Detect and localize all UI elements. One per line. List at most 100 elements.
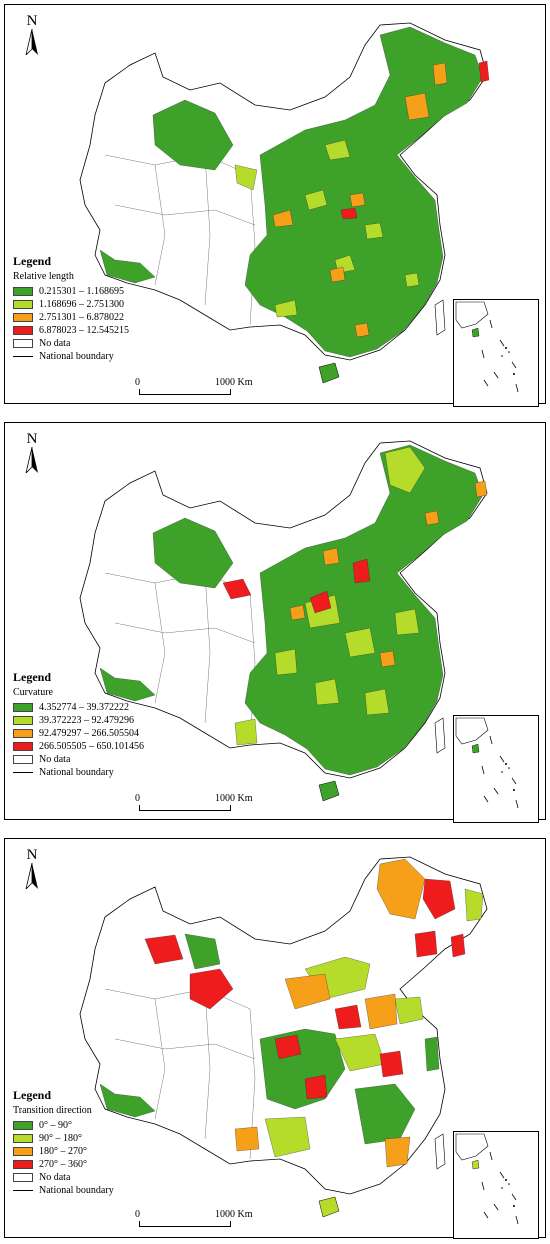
legend-item: 266.505505 – 650.101456 [13, 740, 144, 753]
hainan-island [318, 1196, 340, 1218]
class-region-lightgreen [234, 446, 426, 746]
legend-swatch-boundary [13, 1190, 33, 1191]
legend-item: 0° – 90° [13, 1119, 114, 1132]
china-map-curvature [79, 440, 488, 802]
north-arrow: N [19, 13, 45, 55]
legend-swatch-lightgreen [13, 300, 33, 309]
class-region-red [340, 60, 490, 220]
map-panel-relative-length: N Legend Relative length 0.215301 – 1.16… [4, 4, 546, 407]
legend: Legend Transition direction 0° – 90° 90°… [13, 1089, 114, 1197]
china-map-relative-length [79, 22, 490, 384]
province-lines [104, 988, 256, 1160]
legend-swatch-boundary [13, 356, 33, 357]
legend-swatch-red [13, 742, 33, 751]
legend-title: Legend [13, 670, 52, 684]
legend-variable: Transition direction [13, 1105, 92, 1116]
legend-item: 92.479297 – 266.505504 [13, 727, 144, 740]
legend-item: 270° – 360° [13, 1158, 114, 1171]
legend-swatch-green [13, 703, 33, 712]
scale-end-label: 1000 Km [215, 377, 253, 388]
legend-label: 270° – 360° [39, 1159, 87, 1170]
class-region-red [222, 558, 371, 614]
legend-label: National boundary [39, 767, 114, 778]
legend-swatch-lightgreen [13, 716, 33, 725]
legend-title: Legend [13, 254, 52, 268]
legend-label: 39.372223 – 92.479296 [39, 715, 134, 726]
scale-bar-line [139, 389, 231, 395]
map-panel-curvature: N Legend Curvature 4.352774 – 39.372222 … [4, 422, 546, 823]
class-region-orange [289, 480, 488, 668]
legend-label: No data [39, 338, 71, 349]
legend-variable: Relative length [13, 271, 74, 282]
north-label: N [26, 431, 38, 447]
inset-map [455, 1133, 519, 1225]
legend-item: 90° – 180° [13, 1132, 114, 1145]
legend-item: 6.878023 – 12.545215 [13, 324, 129, 337]
legend-swatch-red [13, 1160, 33, 1169]
legend-swatch-orange [13, 1147, 33, 1156]
taiwan-island [434, 1133, 446, 1170]
south-china-sea-inset [453, 299, 539, 407]
hainan-island [318, 362, 340, 384]
class-region-lightgreen [234, 139, 420, 318]
legend-item: National boundary [13, 1184, 114, 1197]
map-panel-transition-direction: N Legend Transition direction 0° – 90° 9… [4, 838, 546, 1239]
legend-label: 6.878023 – 12.545215 [39, 325, 129, 336]
legend-label: 90° – 180° [39, 1133, 82, 1144]
legend: Legend Relative length 0.215301 – 1.1686… [13, 255, 129, 363]
legend-label: National boundary [39, 351, 114, 362]
legend-item: 4.352774 – 39.372222 [13, 701, 144, 714]
legend-swatch-nodata [13, 339, 33, 348]
china-map-transition-direction [79, 856, 488, 1218]
legend-label: 0° – 90° [39, 1120, 72, 1131]
legend-label: National boundary [39, 1185, 114, 1196]
legend-label: 180° – 270° [39, 1146, 87, 1157]
legend-swatch-nodata [13, 1173, 33, 1182]
class-region-orange [272, 62, 448, 338]
north-arrow: N [19, 431, 45, 473]
legend-item: No data [13, 753, 144, 766]
legend-swatch-boundary [13, 772, 33, 773]
south-china-sea-inset [453, 1131, 539, 1239]
north-label: N [26, 13, 38, 29]
legend-label: 92.479297 – 266.505504 [39, 728, 139, 739]
legend-swatch-orange [13, 313, 33, 322]
north-label: N [26, 847, 38, 863]
legend-item: National boundary [13, 766, 144, 779]
north-arrow-icon [25, 29, 38, 55]
legend-label: No data [39, 1172, 71, 1183]
legend-item: 2.751301 – 6.878022 [13, 311, 129, 324]
scale-start-label: 0 [135, 1209, 140, 1220]
legend-variable: Curvature [13, 687, 53, 698]
scale-start-label: 0 [135, 377, 140, 388]
legend-item: 180° – 270° [13, 1145, 114, 1158]
scale-end-label: 1000 Km [215, 793, 253, 804]
north-arrow-icon [25, 447, 38, 473]
class-region-red [144, 878, 466, 1100]
legend-item: 0.215301 – 1.168695 [13, 285, 129, 298]
inset-map [455, 717, 519, 809]
taiwan-island [434, 717, 446, 754]
legend-label: 4.352774 – 39.372222 [39, 702, 129, 713]
scale-bar-line [139, 1221, 231, 1227]
taiwan-island [434, 299, 446, 336]
legend-swatch-lightgreen [13, 1134, 33, 1143]
legend-label: 0.215301 – 1.168695 [39, 286, 124, 297]
legend-title: Legend [13, 1088, 52, 1102]
legend-swatch-nodata [13, 755, 33, 764]
legend-item: No data [13, 1171, 114, 1184]
legend-swatch-orange [13, 729, 33, 738]
legend-swatch-green [13, 287, 33, 296]
legend-label: 1.168696 – 2.751300 [39, 299, 124, 310]
legend-item: National boundary [13, 350, 129, 363]
class-region-green [99, 444, 484, 776]
scale-end-label: 1000 Km [215, 1209, 253, 1220]
legend-label: No data [39, 754, 71, 765]
hainan-island [318, 780, 340, 802]
legend-label: 2.751301 – 6.878022 [39, 312, 124, 323]
scale-bar-line [139, 805, 231, 811]
legend-item: No data [13, 337, 129, 350]
class-region-lightgreen [264, 888, 484, 1158]
legend-swatch-red [13, 326, 33, 335]
legend-label: 266.505505 – 650.101456 [39, 741, 144, 752]
